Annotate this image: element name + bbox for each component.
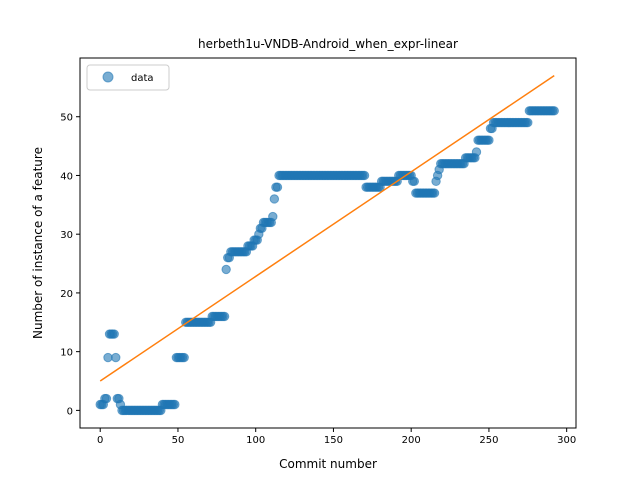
data-point [170,399,180,410]
data-point [111,352,121,363]
data-point [359,170,370,181]
data-point [103,352,113,363]
x-tick-label: 100 [246,435,265,446]
legend-box [86,64,170,91]
fit-line [99,74,555,382]
y-axis: 0 10 20 30 40 50 [60,113,80,417]
data-point [219,311,230,322]
x-axis: 0 50 100 150 200 250 300 [97,428,576,446]
data-point [268,211,278,222]
x-tick-label: 200 [402,435,421,446]
data-point [523,117,533,128]
legend-marker-data [102,71,114,83]
data-point [272,182,283,192]
data-point [109,329,119,339]
y-tick-label: 30 [60,230,73,241]
legend-label-data: data [131,73,154,84]
data-point [179,352,189,363]
x-tick-label: 0 [97,435,103,446]
data-point [409,176,419,187]
x-tick-label: 250 [479,435,498,446]
y-tick-label: 20 [60,289,73,300]
y-axis-label: Number of instance of a feature [31,147,45,339]
data-point [484,135,494,145]
y-tick-label: 0 [67,406,73,417]
data-point [221,264,231,275]
x-tick-label: 150 [324,435,343,446]
data-point [101,393,112,404]
x-axis-label: Commit number [279,457,377,471]
data-point [471,147,482,157]
legend: data [86,64,170,91]
scatter-series [95,106,559,416]
chart-title: herbeth1u-VNDB-Android_when_expr-linear [198,37,458,51]
plot-frame [79,57,577,429]
data-point [549,106,559,116]
x-tick-label: 50 [172,435,185,446]
data-point [269,194,280,204]
fit-line-series [99,74,555,382]
data-point [429,188,440,198]
y-tick-label: 10 [60,348,73,359]
x-tick-label: 300 [557,435,576,446]
y-tick-label: 40 [60,171,73,182]
y-tick-label: 50 [60,113,73,124]
